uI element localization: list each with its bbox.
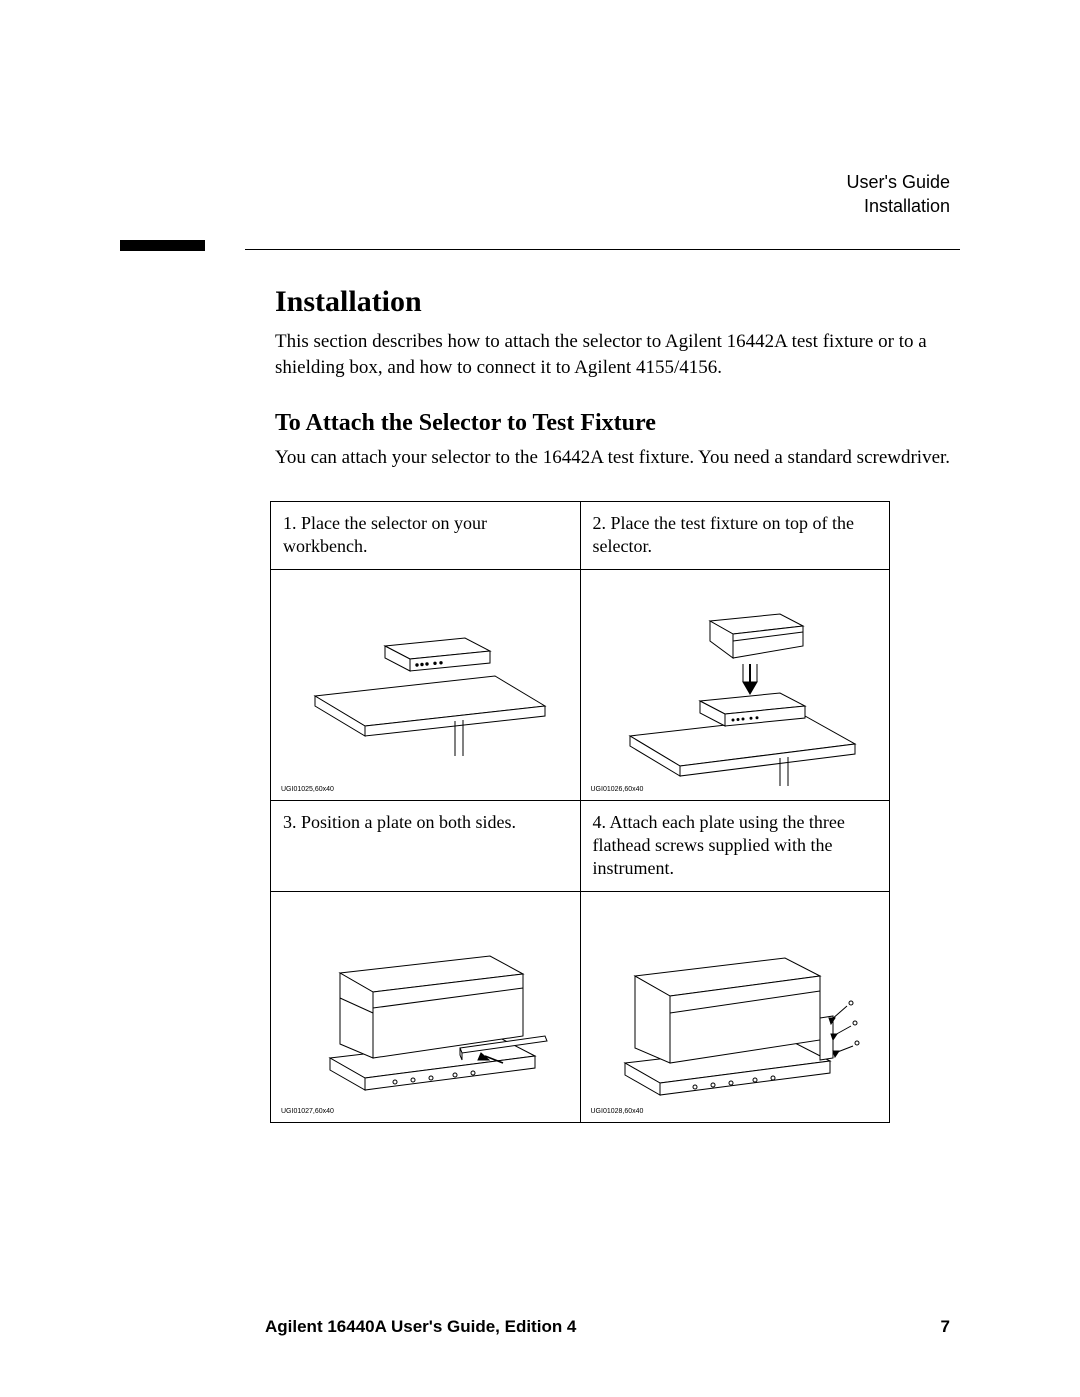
section-intro: This section describes how to attach the… (275, 329, 960, 380)
workbench-selector-icon (295, 586, 555, 756)
step-4-caption: 4. Attach each plate using the three fla… (580, 800, 890, 891)
footer-page-number: 7 (941, 1317, 950, 1337)
fig-label-1: UGI01025,60x40 (281, 785, 334, 794)
step-3-caption: 3. Position a plate on both sides. (271, 800, 581, 891)
plate-position-icon (285, 908, 565, 1108)
step-1-figure: UGI01025,60x40 (271, 569, 581, 800)
plate-screws-icon (595, 908, 875, 1108)
running-header-line2: Installation (847, 194, 950, 218)
step-2-figure: UGI01026,60x40 (580, 569, 890, 800)
fig-label-4: UGI01028,60x40 (591, 1107, 644, 1116)
thin-rule (245, 249, 960, 250)
subsection-title: To Attach the Selector to Test Fixture (275, 410, 960, 437)
thick-bar (120, 240, 205, 251)
content-block: Installation This section describes how … (275, 285, 960, 1123)
section-rule (120, 240, 960, 250)
step-3-figure: UGI01027,60x40 (271, 891, 581, 1122)
fixture-on-selector-icon (605, 586, 865, 786)
footer-title: Agilent 16440A User's Guide, Edition 4 (265, 1317, 576, 1337)
page-footer: Agilent 16440A User's Guide, Edition 4 7 (265, 1317, 950, 1337)
subsection-intro: You can attach your selector to the 1644… (275, 445, 960, 471)
fig-label-2: UGI01026,60x40 (591, 785, 644, 794)
running-header: User's Guide Installation (847, 170, 950, 219)
step-4-figure: UGI01028,60x40 (580, 891, 890, 1122)
fig-label-3: UGI01027,60x40 (281, 1107, 334, 1116)
steps-table: 1. Place the selector on your workbench.… (270, 501, 890, 1123)
step-2-caption: 2. Place the test fixture on top of the … (580, 501, 890, 569)
page: User's Guide Installation Installation T… (0, 0, 1080, 1397)
section-title: Installation (275, 285, 960, 319)
running-header-line1: User's Guide (847, 170, 950, 194)
step-1-caption: 1. Place the selector on your workbench. (271, 501, 581, 569)
